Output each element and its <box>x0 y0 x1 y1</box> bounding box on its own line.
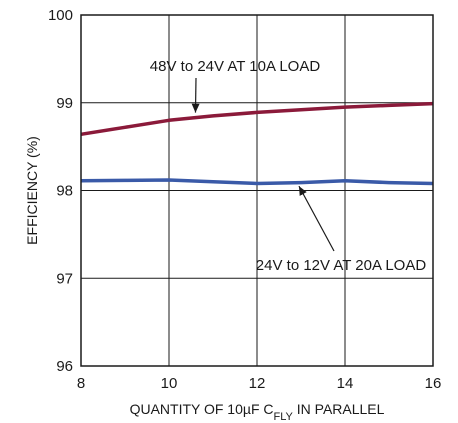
series-line-2 <box>80 178 434 186</box>
annotation-arrow <box>298 185 335 252</box>
tick-labels: 8 10 12 14 16 96 97 98 99 100 <box>48 7 441 392</box>
y-tick-label: 100 <box>48 7 73 24</box>
series-annotation-label: 24V to 12V AT 20A LOAD <box>256 257 427 274</box>
x-axis-label-subscript: FLY <box>274 411 294 423</box>
y-tick-label: 96 <box>56 358 73 375</box>
x-tick-label: 16 <box>425 375 442 392</box>
series-annotation-label: 48V to 24V AT 10A LOAD <box>150 58 321 75</box>
y-tick-label: 99 <box>56 95 73 112</box>
x-tick-label: 12 <box>249 375 266 392</box>
x-tick-label: 14 <box>337 375 354 392</box>
x-tick-label: 10 <box>161 375 178 392</box>
series-line-1 <box>80 101 434 137</box>
y-tick-label: 97 <box>56 270 73 287</box>
annotations: 48V to 24V AT 10A LOAD 24V to 12V AT 20A … <box>150 58 427 274</box>
plot-frame <box>80 14 434 367</box>
x-axis-label-prefix: QUANTITY OF 10µF C <box>130 401 274 417</box>
y-tick-label: 98 <box>56 183 73 200</box>
x-axis-label: QUANTITY OF 10µF CFLY IN PARALLEL <box>130 401 385 423</box>
y-axis-label: EFFICIENCY (%) <box>24 136 40 245</box>
series-lines <box>80 101 434 186</box>
annotation-arrow <box>191 77 200 113</box>
x-tick-label: 8 <box>77 375 85 392</box>
x-axis-label-suffix: IN PARALLEL <box>293 401 385 417</box>
